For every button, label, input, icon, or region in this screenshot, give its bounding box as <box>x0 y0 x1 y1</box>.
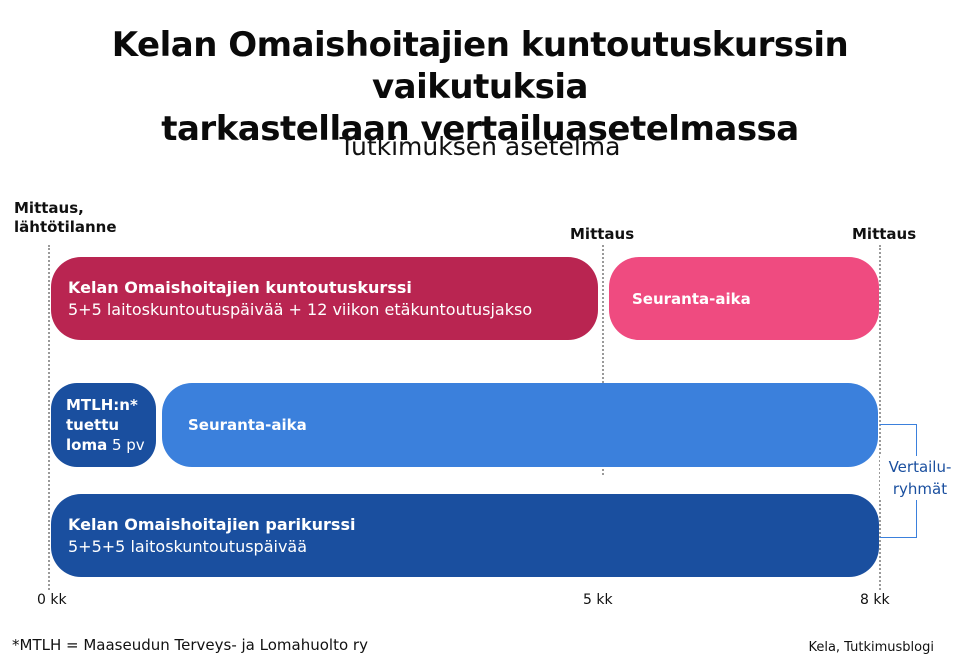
loma-line-1: MTLH:n* <box>66 396 138 414</box>
loma-followup-bar: Seuranta-aika <box>162 383 878 467</box>
comparison-line-2: ryhmät <box>892 480 948 498</box>
timeline-line-start <box>48 245 50 590</box>
comparison-groups-label: Vertailu- ryhmät <box>880 456 960 500</box>
loma-line-2: tuettu <box>66 416 120 434</box>
measurement-start-line-2: lähtötilanne <box>14 218 117 236</box>
loma-duration: 5 pv <box>107 436 145 454</box>
subtitle: Tutkimuksen asetelma <box>339 132 621 161</box>
source-credit: Kela, Tutkimusblogi <box>808 640 934 655</box>
measurement-label-middle: Mittaus <box>570 225 635 243</box>
course-detail: 5+5 laitoskuntoutuspäivää + 12 viikon et… <box>68 299 533 319</box>
loma-followup-label: Seuranta-aika <box>188 416 307 434</box>
loma-bold: loma <box>66 436 108 454</box>
course-bar: Kelan Omaishoitajien kuntoutuskurssi 5+5… <box>51 257 598 340</box>
measurement-start-line-1: Mittaus, <box>14 199 84 217</box>
footnote: *MTLH = Maaseudun Terveys- ja Lomahuolto… <box>12 636 368 654</box>
page-title: Kelan Omaishoitajien kuntoutuskurssin va… <box>0 24 960 150</box>
title-line-1: Kelan Omaishoitajien kuntoutuskurssin va… <box>111 25 849 107</box>
timeline-line-middle <box>602 245 604 475</box>
pari-title: Kelan Omaishoitajien parikurssi <box>68 514 356 534</box>
axis-tick-0: 0 kk <box>37 592 67 608</box>
course-followup-bar: Seuranta-aika <box>609 257 879 340</box>
title-line-2: tarkastellaan vertailuasetelmassa <box>161 109 799 149</box>
comparison-line-1: Vertailu- <box>888 458 952 476</box>
pari-detail: 5+5+5 laitoskuntoutuspäivää <box>68 536 308 556</box>
timeline-line-end <box>879 245 881 590</box>
loma-bar: MTLH:n* tuettu loma 5 pv <box>51 383 156 467</box>
loma-line-3: loma 5 pv <box>66 435 156 455</box>
pari-bar: Kelan Omaishoitajien parikurssi 5+5+5 la… <box>51 494 879 577</box>
course-title: Kelan Omaishoitajien kuntoutuskurssi <box>68 277 412 297</box>
measurement-label-start: Mittaus, lähtötilanne <box>14 199 117 237</box>
axis-tick-5: 5 kk <box>583 592 613 608</box>
axis-tick-8: 8 kk <box>860 592 890 608</box>
measurement-label-end: Mittaus <box>852 225 917 243</box>
course-followup-label: Seuranta-aika <box>632 289 751 308</box>
